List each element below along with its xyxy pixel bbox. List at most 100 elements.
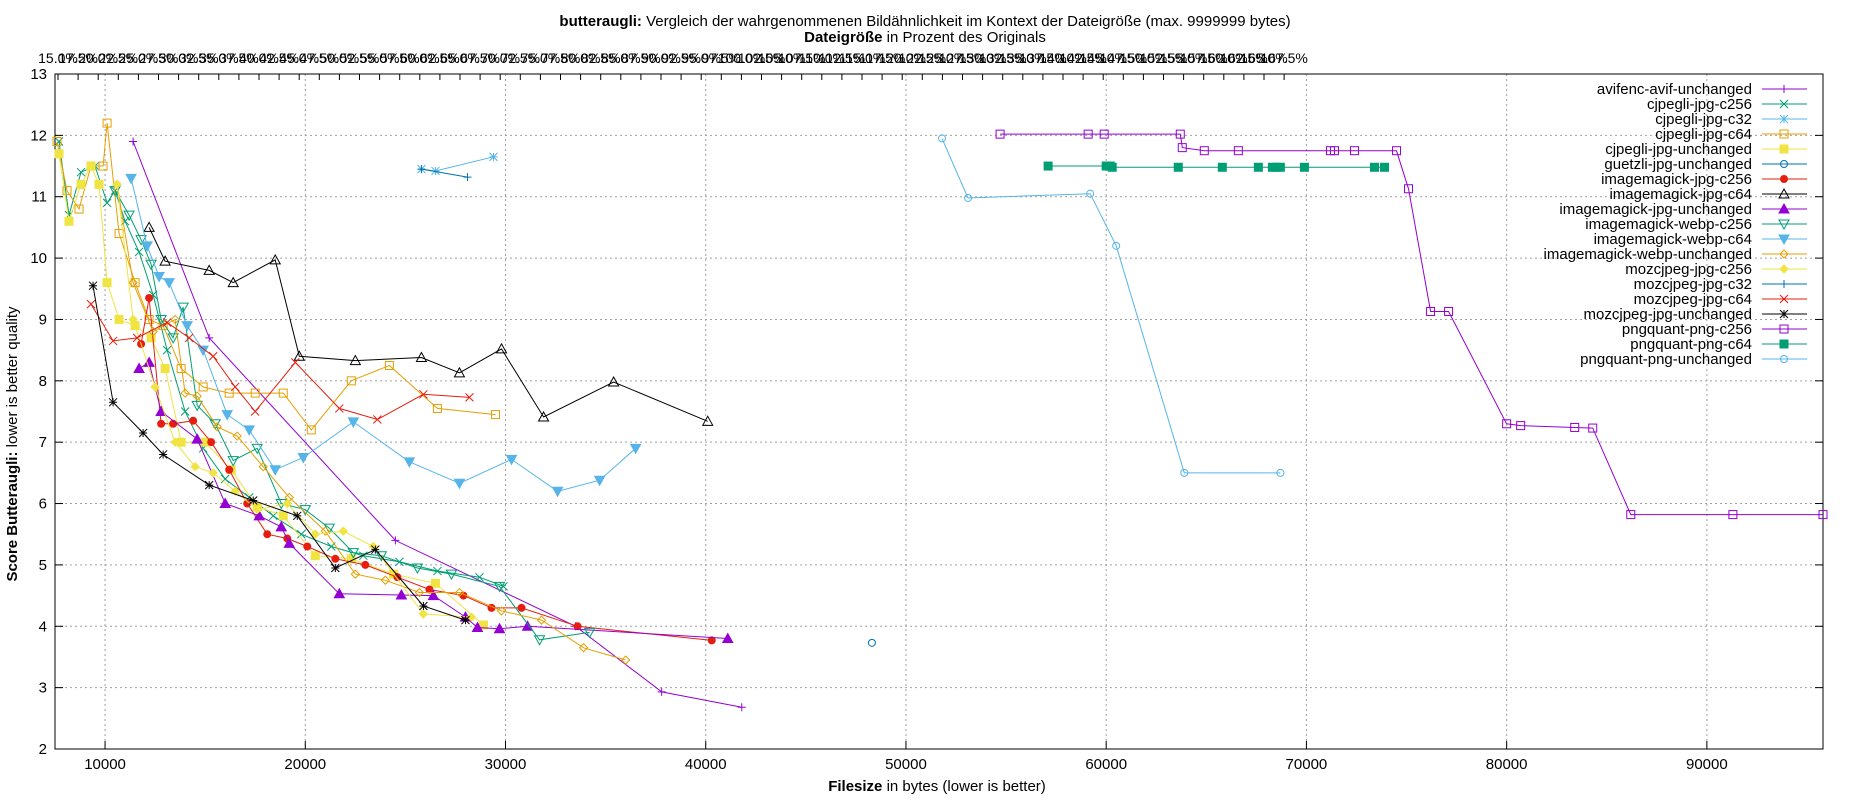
y-tick-label: 12: [30, 127, 47, 144]
data-point: [123, 210, 135, 222]
data-point: [701, 415, 714, 426]
legend-marker: [1780, 280, 1788, 288]
series-line-pngquant-png-unchanged: [941, 138, 1281, 474]
data-point: [721, 632, 734, 644]
legend-entry-pngquant-png-c64: pngquant-png-c64: [1630, 336, 1807, 353]
data-point: [54, 149, 64, 159]
legend-marker: [1779, 249, 1789, 259]
data-point: [395, 588, 408, 600]
legend-label: avifenc-avif-unchanged: [1597, 81, 1752, 98]
legend-entry-cjpegli-jpg-unchanged: cjpegli-jpg-unchanged: [1605, 141, 1807, 158]
data-point: [129, 137, 138, 146]
series-line-mozcjpeg-jpg-c256: [116, 184, 472, 618]
top-tick-label: 125.0%: [919, 50, 966, 66]
legend-marker: [1780, 85, 1788, 93]
data-point: [192, 391, 202, 401]
data-point: [593, 475, 606, 487]
data-point: [52, 137, 62, 146]
data-point: [248, 496, 258, 505]
top-tick-label: 130.0%: [959, 50, 1006, 66]
data-point: [108, 336, 118, 346]
top-tick-label: 147.5%: [1100, 50, 1147, 66]
chart-subtitle-bold: Dateigröße: [804, 29, 882, 46]
data-point: [251, 443, 264, 455]
data-point: [1728, 510, 1738, 520]
data-point: [964, 193, 973, 202]
top-tick-label: 100.0%: [718, 50, 765, 66]
top-tick-label: 127.5%: [939, 50, 986, 66]
top-tick-label: 40.0%: [239, 50, 279, 66]
series-line-avifenc-avif-unchanged: [132, 141, 742, 708]
top-tick-label: 150.0%: [1120, 50, 1167, 66]
data-point: [170, 314, 180, 325]
data-point: [225, 465, 234, 474]
legend-label: mozcjpeg-jpg-c64: [1634, 291, 1752, 308]
top-tick-label: 30.0%: [159, 50, 199, 66]
top-tick-label: 52.5%: [340, 50, 380, 66]
data-point: [88, 281, 98, 291]
data-point: [94, 179, 104, 189]
y-tick-label: 11: [31, 189, 47, 206]
top-tick-label: 60.0%: [400, 50, 440, 66]
legend-label: cjpegli-jpg-c256: [1647, 96, 1752, 113]
data-point: [258, 462, 268, 472]
series-cjpegli-jpg-c64: [52, 118, 500, 435]
legend-marker: [1779, 294, 1789, 304]
data-point: [466, 612, 477, 622]
legend-entry-cjpegli-jpg-c32: cjpegli-jpg-c32: [1655, 111, 1807, 128]
data-point: [375, 551, 388, 562]
data-point: [1173, 162, 1183, 172]
y-tick-label: 8: [39, 373, 47, 390]
data-point: [297, 453, 310, 464]
data-point: [114, 314, 124, 324]
data-point: [220, 474, 230, 484]
data-point: [102, 118, 112, 128]
series-mozcjpeg-jpg-c256: [112, 179, 477, 622]
data-point: [160, 364, 170, 374]
data-point: [112, 179, 122, 190]
data-point: [150, 382, 160, 392]
data-point: [135, 235, 147, 246]
data-point: [269, 253, 282, 265]
top-tick-label: 110.0%: [799, 50, 845, 66]
legend-entry-pngquant-png-unchanged: pngquant-png-unchanged: [1580, 351, 1807, 368]
top-tick-label: 95.0%: [681, 50, 721, 66]
x-tick-label: 30000: [485, 756, 527, 773]
top-tick-label: 17.5%: [58, 50, 98, 66]
data-point: [232, 431, 242, 441]
top-tick-label: 15.0%: [38, 50, 78, 66]
data-point: [170, 437, 180, 447]
series-cjpegli-jpg-c32: [417, 152, 498, 176]
legend-label: cjpegli-jpg-c32: [1655, 111, 1752, 128]
data-point: [629, 443, 642, 455]
data-point: [133, 362, 145, 374]
data-point: [578, 643, 589, 653]
data-point: [207, 438, 216, 447]
y-tick-label: 5: [39, 557, 47, 574]
top-tick-label: 120.0%: [878, 50, 925, 66]
legend-entry-imagemagick-jpg-c64: imagemagick-jpg-c64: [1609, 186, 1807, 203]
data-point: [303, 542, 312, 551]
legend-marker: [1779, 129, 1789, 139]
data-point: [1086, 189, 1095, 198]
legend-label: guetzli-jpg-unchanged: [1604, 156, 1752, 173]
data-point: [197, 345, 210, 357]
data-point: [227, 456, 240, 467]
legend-label: mozcjpeg-jpg-c32: [1634, 276, 1752, 293]
top-tick-label: 137.5%: [1019, 50, 1066, 66]
data-point: [189, 416, 198, 425]
data-point: [620, 655, 631, 665]
y-tick-label: 2: [39, 741, 47, 758]
data-point: [205, 333, 214, 342]
data-point: [419, 389, 428, 399]
x-tick-label: 50000: [885, 756, 927, 773]
data-point: [1177, 143, 1187, 153]
legend-entry-imagemagick-webp-c256: imagemagick-webp-c256: [1585, 216, 1807, 233]
data-point: [430, 578, 440, 588]
legend-marker: [1778, 219, 1790, 231]
data-point: [250, 407, 260, 416]
legend-label: pngquant-png-unchanged: [1580, 351, 1752, 368]
data-point: [143, 221, 155, 232]
grid-lines: [55, 74, 1823, 749]
data-point: [221, 410, 234, 421]
